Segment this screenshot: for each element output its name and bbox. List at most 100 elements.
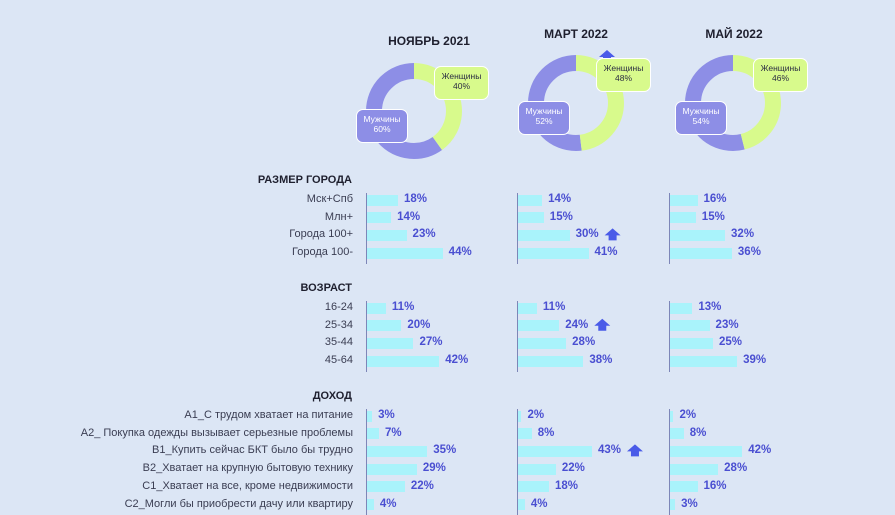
axis-line	[517, 193, 518, 264]
bar	[518, 355, 584, 367]
category-label: A2_ Покупка одежды вызывает серьезные пр…	[80, 426, 353, 439]
bar-value-label: 44%	[448, 246, 472, 259]
bar	[518, 212, 544, 224]
category-label: Города 100-	[292, 246, 353, 259]
female-label-text: Женщины	[603, 63, 644, 73]
bar-value-label: 28%	[724, 462, 748, 475]
axis-line	[366, 409, 367, 515]
female-share-label: Женщины 40%	[434, 66, 489, 100]
bar	[367, 481, 405, 493]
category-label: Мск+Спб	[306, 193, 353, 205]
female-value-text: 40%	[452, 81, 470, 91]
axis-line	[366, 301, 367, 372]
bar	[670, 320, 710, 332]
bar-value-label: 18%	[403, 193, 427, 205]
axis-line	[669, 301, 670, 372]
bar-value-label: 13%	[698, 301, 722, 313]
category-label: B1_Купить сейчас БКТ было бы трудно	[152, 444, 353, 457]
increase-arrow-icon	[626, 444, 643, 457]
category-label: 25-34	[324, 318, 353, 331]
bar-value-label: 24%	[565, 318, 589, 331]
bar-value-label: 8%	[689, 426, 707, 439]
bar-value-label: 16%	[703, 193, 727, 205]
bar	[670, 481, 698, 493]
section-age-title: ВОЗРАСТ	[300, 282, 352, 294]
bar-value-label: 7%	[385, 426, 402, 439]
bar-value-label: 14%	[548, 193, 572, 205]
bar	[367, 229, 407, 241]
female-label-text: Женщины	[760, 63, 801, 73]
axis-line	[366, 193, 367, 264]
bar	[670, 410, 674, 422]
bar	[518, 320, 560, 332]
bar-value-label: 27%	[419, 336, 443, 349]
bar	[367, 212, 392, 224]
bar-value-label: 35%	[433, 444, 457, 457]
bar-value-label: 42%	[445, 354, 469, 367]
increase-arrow-icon	[594, 318, 611, 331]
bar	[367, 247, 443, 259]
bar-value-label: 32%	[731, 228, 755, 241]
bar	[670, 355, 738, 367]
donut-slice-female	[528, 55, 624, 151]
bar-value-label: 29%	[422, 462, 446, 475]
donut-slice-female	[366, 63, 462, 159]
bar-value-label: 38%	[589, 354, 613, 367]
male-value-text: 52%	[535, 116, 553, 126]
bar	[367, 320, 402, 332]
male-label-text: Мужчины	[525, 106, 563, 116]
bar-value-label: 22%	[410, 479, 434, 492]
male-value-text: 54%	[692, 116, 710, 126]
male-share-label: Мужчины 52%	[518, 101, 570, 135]
bar	[367, 302, 386, 314]
bar	[518, 247, 589, 259]
bar-value-label: 4%	[530, 497, 548, 510]
bar-value-label: 16%	[703, 479, 727, 492]
axis-line	[669, 409, 670, 515]
category-label: 35-44	[324, 336, 353, 349]
bar	[518, 481, 549, 493]
bar-value-label: 14%	[397, 210, 421, 223]
bar-value-label: 23%	[715, 318, 739, 331]
bar	[670, 428, 684, 440]
bar	[518, 229, 570, 241]
male-share-label: Мужчины 60%	[356, 109, 408, 143]
bar-value-label: 3%	[378, 409, 395, 421]
bar	[367, 428, 380, 440]
bar-value-label: 4%	[379, 497, 397, 510]
male-share-label: Мужчины 54%	[675, 101, 727, 135]
female-share-label: Женщины 46%	[753, 58, 808, 92]
male-label-text: Мужчины	[682, 106, 720, 116]
bar	[670, 337, 713, 349]
category-label: C1_Хватает на все, кроме недвижимости	[142, 479, 353, 492]
male-value-text: 60%	[373, 124, 391, 134]
female-value-text: 48%	[614, 73, 632, 83]
category-label: 45-64	[324, 354, 353, 367]
bar	[518, 194, 543, 206]
bar	[518, 410, 522, 422]
bar	[518, 463, 556, 475]
bar	[670, 247, 732, 259]
bar-value-label: 23%	[412, 228, 436, 241]
donut-slice-female	[685, 55, 781, 151]
bar	[670, 212, 696, 224]
period-header-2: МАРТ 2022	[544, 27, 608, 41]
bar	[670, 463, 719, 475]
bar-value-label: 28%	[572, 336, 596, 349]
category-label: Города 100+	[289, 228, 353, 241]
bar	[367, 463, 417, 475]
bar	[670, 194, 698, 206]
axis-line	[517, 301, 518, 372]
bar-value-label: 15%	[549, 210, 573, 223]
bar	[367, 355, 440, 367]
section-city-size-title: РАЗМЕР ГОРОДА	[257, 174, 352, 186]
bar	[670, 229, 726, 241]
bar-value-label: 8%	[537, 426, 555, 439]
bar	[670, 302, 693, 314]
bar-value-label: 2%	[679, 409, 697, 421]
bar-value-label: 15%	[701, 210, 725, 223]
bar	[670, 445, 743, 457]
increase-arrow-icon	[604, 228, 621, 241]
bar	[518, 337, 567, 349]
